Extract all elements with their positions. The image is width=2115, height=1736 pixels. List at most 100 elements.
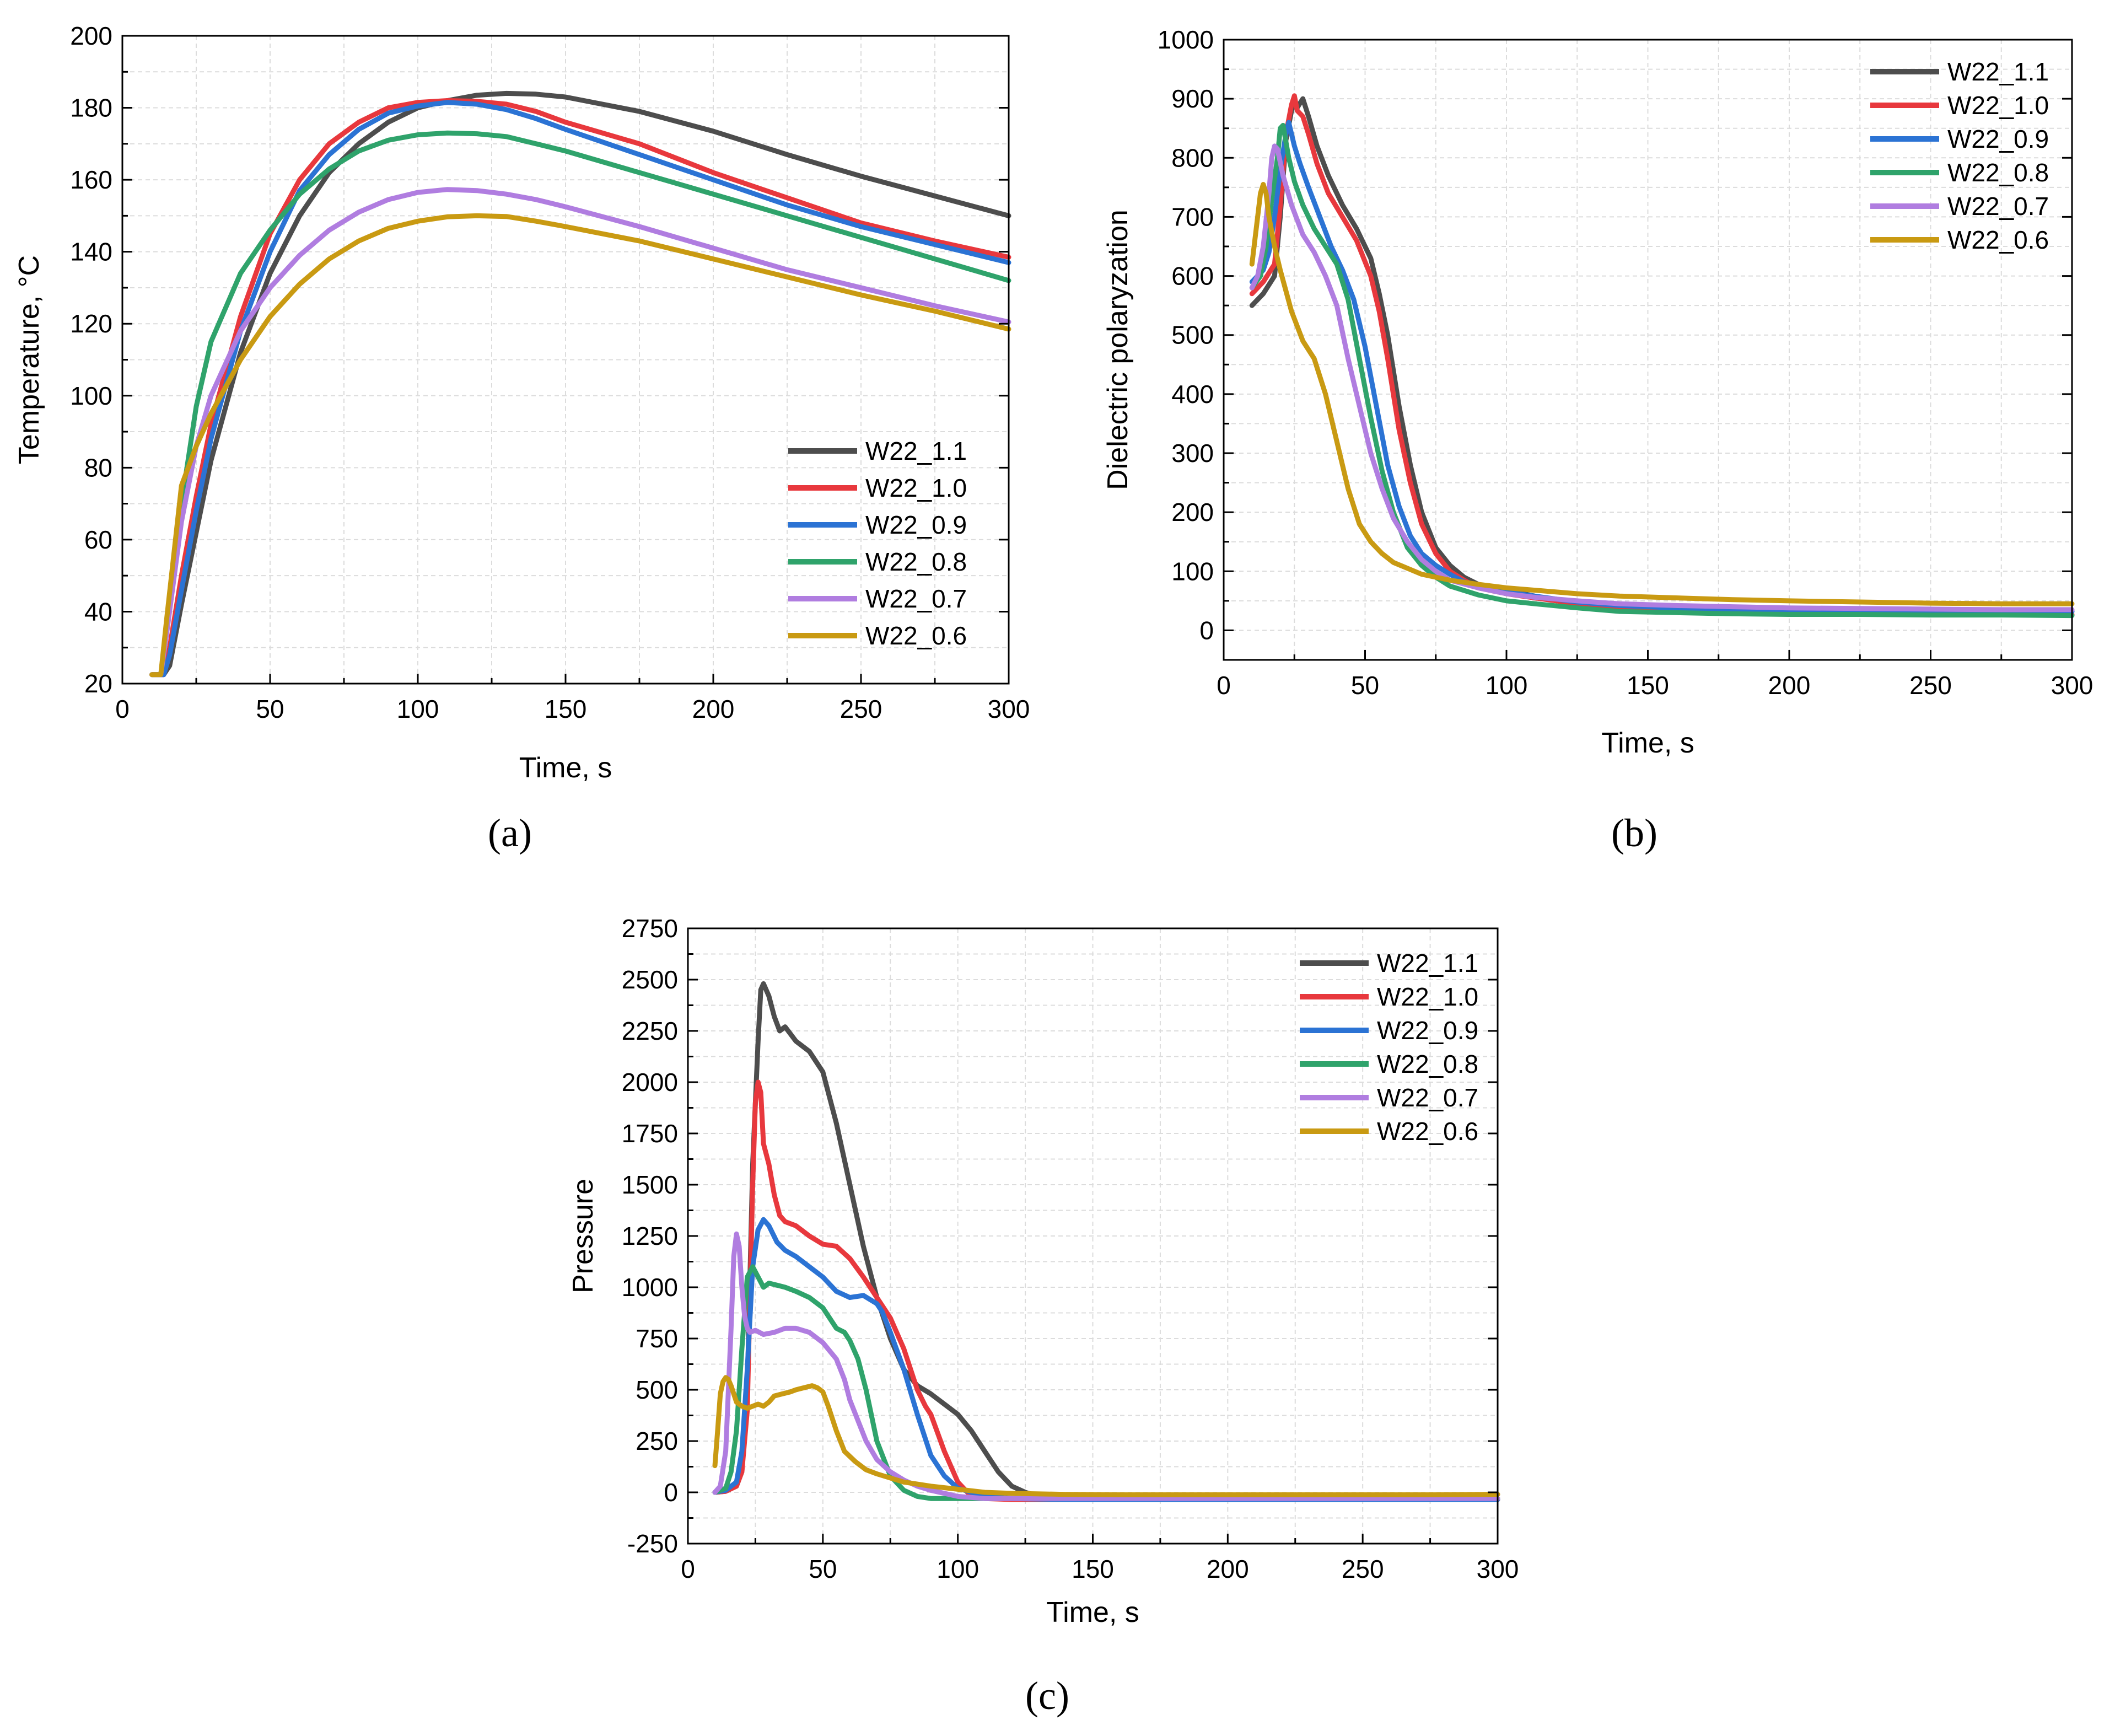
caption-a: (a) [488, 811, 532, 855]
y-tick-label: 300 [1171, 439, 1214, 467]
x-tick-label: 200 [1207, 1555, 1249, 1583]
y-tick-label: 1250 [622, 1222, 678, 1250]
x-tick-label: 100 [397, 695, 439, 723]
y-tick-label: 800 [1171, 143, 1214, 172]
x-tick-label: 250 [840, 695, 882, 723]
legend-label: W22_0.9 [1947, 125, 2049, 153]
y-axis-label-b: Dielectric polaryzation [1102, 209, 1134, 490]
y-tick-label: 1000 [622, 1273, 678, 1302]
y-tick-label: 600 [1171, 262, 1214, 291]
y-tick-label: 1750 [622, 1119, 678, 1148]
legend-label: W22_0.7 [1377, 1083, 1478, 1112]
panel-c-pressure-chart: 0 50 100 150 200 250 300-250025050075010001250… [567, 914, 1519, 1718]
x-tick-label: 250 [1909, 671, 1952, 700]
caption-c: (c) [1025, 1674, 1069, 1718]
legend-a: W22_1.1 W22_1.0 W22_0.9 W22_0.8 W22_0.7 W22_0… [788, 437, 967, 650]
ticks-b: 0 50 100 150 200 250 300 0 100 200 300 400 500 600 700… [1158, 25, 2094, 700]
x-axis-label-c: Time, s [1046, 1597, 1139, 1628]
y-tick-label: 900 [1171, 84, 1214, 113]
x-tick-label: 150 [1072, 1555, 1114, 1583]
x-tick-label: 50 [1351, 671, 1379, 700]
x-tick-label: 150 [1627, 671, 1669, 700]
y-tick-label: 140 [70, 238, 112, 266]
legend-label: W22_0.6 [1377, 1117, 1478, 1146]
y-tick-label: 200 [70, 22, 112, 50]
y-tick-label: 700 [1171, 202, 1214, 231]
series-line-W22_1-1 [149, 90, 1011, 678]
series-line-W22_0-6 [1249, 182, 2075, 606]
ticks-a: 0 50 100 150 200 250 300 20 40 60 80 100 120 140 160 18… [70, 22, 1030, 723]
y-tick-label: 100 [1171, 557, 1214, 585]
y-tick-label: 120 [70, 309, 112, 338]
series-b [1249, 93, 2075, 619]
y-tick-label: 0 [664, 1478, 678, 1507]
series-line-W22_1-0 [149, 98, 1011, 678]
y-axis-label-c: Pressure [567, 1179, 599, 1293]
y-tick-label: 80 [84, 453, 112, 482]
legend-label: W22_0.6 [1947, 225, 2049, 254]
x-tick-label: 300 [988, 695, 1030, 723]
y-tick-label: 500 [1171, 321, 1214, 350]
y-tick-label: 40 [84, 597, 112, 626]
x-tick-label: 50 [809, 1555, 837, 1583]
legend-label: W22_0.8 [865, 547, 967, 576]
ticks-c: 0 50 100 150 200 250 300-250025050075010001250… [622, 914, 1519, 1583]
x-axis-label-a: Time, s [519, 752, 612, 784]
legend-b: W22_1.1 W22_1.0 W22_0.9 W22_0.8 W22_0.7 W22_0… [1870, 57, 2049, 254]
series-line-W22_0-8 [149, 130, 1011, 678]
legend-label: W22_1.1 [865, 437, 967, 465]
x-tick-label: 300 [1477, 1555, 1519, 1583]
x-tick-label: 100 [1486, 671, 1528, 700]
legend-label: W22_1.0 [1377, 982, 1478, 1011]
legend-label: W22_1.1 [1377, 949, 1478, 977]
legend-label: W22_0.8 [1377, 1050, 1478, 1078]
legend-c: W22_1.1 W22_1.0 W22_0.9 W22_0.8 W22_0.7 W22_0… [1300, 949, 1478, 1146]
series-a [149, 90, 1011, 678]
y-tick-label: 2000 [622, 1068, 678, 1097]
y-tick-label: 20 [84, 669, 112, 698]
y-tick-label: 60 [84, 525, 112, 554]
y-tick-label: 160 [70, 165, 112, 194]
x-tick-label: 200 [692, 695, 735, 723]
y-tick-label: 400 [1171, 380, 1214, 409]
x-tick-label: 300 [2051, 671, 2094, 700]
x-tick-label: 100 [937, 1555, 979, 1583]
x-tick-label: 0 [115, 695, 130, 723]
y-tick-label: 0 [1199, 616, 1214, 644]
y-tick-label: 2250 [622, 1017, 678, 1045]
x-tick-label: 250 [1342, 1555, 1384, 1583]
y-tick-label: -250 [627, 1529, 678, 1558]
legend-label: W22_1.0 [1947, 91, 2049, 120]
x-tick-label: 0 [1217, 671, 1231, 700]
x-tick-label: 150 [545, 695, 587, 723]
y-axis-label-a: Temperature, °C [13, 255, 45, 464]
y-tick-label: 1000 [1158, 25, 1214, 54]
x-tick-label: 50 [256, 695, 284, 723]
y-tick-label: 200 [1171, 498, 1214, 526]
legend-label: W22_0.8 [1947, 158, 2049, 187]
panel-b-polarization-chart: 0 50 100 150 200 250 300 0 100 200 300 400 500 600 700… [1102, 25, 2093, 855]
series-line-W22_0-6 [712, 1375, 1500, 1497]
panel-a-temperature-chart: 0 50 100 150 200 250 300 20 40 60 80 100 120 140 160 18… [13, 22, 1030, 855]
legend-label: W22_0.6 [865, 621, 967, 650]
x-tick-label: 0 [681, 1555, 695, 1583]
y-tick-label: 2750 [622, 914, 678, 943]
legend-label: W22_0.9 [1377, 1016, 1478, 1045]
y-tick-label: 100 [70, 381, 112, 410]
legend-label: W22_0.7 [865, 584, 967, 613]
legend-label: W22_1.1 [1947, 57, 2049, 86]
series-line-W22_0-9 [149, 100, 1011, 678]
series-line-W22_0-6 [149, 213, 1011, 678]
x-tick-label: 200 [1768, 671, 1811, 700]
series-line-W22_0-7 [1249, 143, 2075, 612]
series-line-W22_0-7 [712, 1231, 1500, 1501]
legend-label: W22_0.9 [865, 510, 967, 539]
y-tick-label: 2500 [622, 965, 678, 994]
caption-b: (b) [1611, 811, 1657, 855]
y-tick-label: 500 [636, 1375, 678, 1404]
x-axis-label-b: Time, s [1601, 727, 1694, 759]
y-tick-label: 250 [636, 1427, 678, 1455]
y-tick-label: 180 [70, 94, 112, 122]
